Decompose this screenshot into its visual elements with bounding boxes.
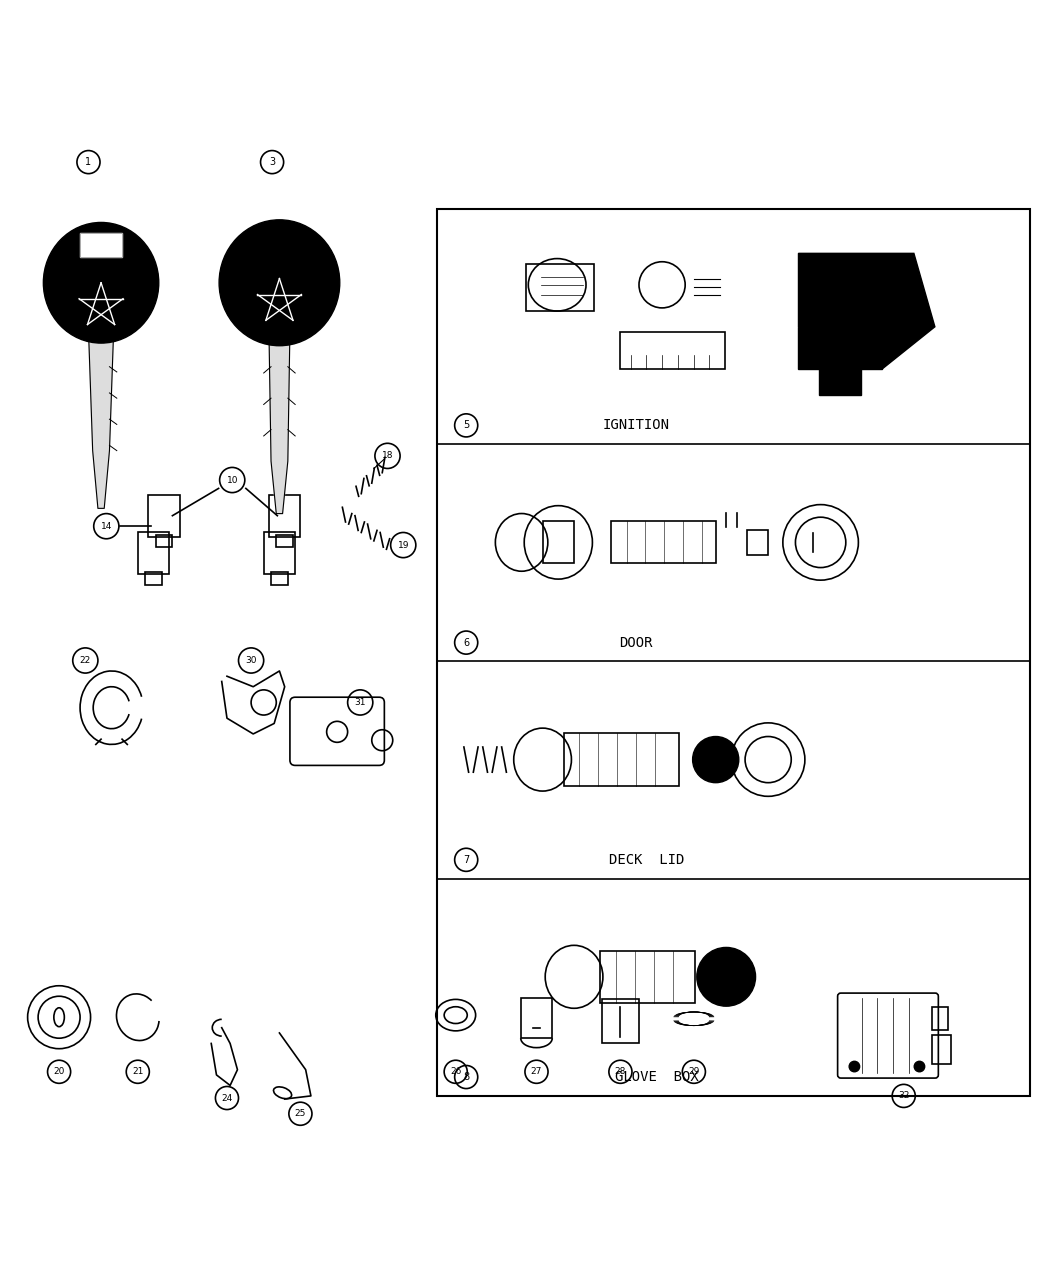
Bar	[611, 522, 715, 563]
Bar	[526, 263, 594, 311]
Bar	[437, 210, 1030, 1096]
Text: 32: 32	[898, 1091, 909, 1100]
Text: 7: 7	[463, 854, 469, 865]
Ellipse shape	[43, 223, 159, 343]
Text: 27: 27	[531, 1067, 542, 1077]
Bar	[620, 333, 725, 368]
Bar	[747, 530, 768, 555]
Bar	[148, 495, 180, 537]
Text: 8: 8	[463, 1072, 469, 1082]
Bar	[80, 234, 122, 257]
Text: 22: 22	[80, 656, 90, 665]
Text: 20: 20	[54, 1067, 65, 1077]
Bar	[145, 572, 162, 585]
Text: GLOVE  BOX: GLOVE BOX	[615, 1071, 699, 1085]
Text: 3: 3	[269, 157, 276, 168]
Bar	[932, 1007, 948, 1030]
Ellipse shape	[219, 220, 340, 345]
Bar	[564, 733, 679, 785]
Bar	[543, 522, 574, 563]
Circle shape	[849, 1062, 859, 1072]
Bar	[156, 535, 173, 547]
Polygon shape	[798, 253, 935, 368]
Circle shape	[696, 948, 755, 1007]
Text: 24: 24	[221, 1094, 232, 1102]
Bar	[601, 950, 694, 1003]
Text: IGNITION: IGNITION	[603, 418, 670, 432]
Text: 28: 28	[614, 1067, 626, 1077]
Text: 14: 14	[101, 522, 112, 531]
Text: 25: 25	[295, 1109, 306, 1118]
Text: DECK  LID: DECK LID	[609, 853, 685, 867]
Text: 10: 10	[226, 476, 238, 485]
Text: 19: 19	[398, 541, 409, 550]
Polygon shape	[88, 330, 114, 508]
Text: 6: 6	[463, 638, 469, 647]
Text: DOOR: DOOR	[620, 636, 653, 650]
Text: 30: 30	[245, 656, 257, 665]
Bar	[277, 535, 294, 547]
Bar	[264, 532, 296, 574]
Text: 1: 1	[85, 157, 92, 168]
Text: 31: 31	[355, 698, 366, 707]
Text: 26: 26	[450, 1067, 462, 1077]
Bar	[602, 999, 640, 1044]
Bar	[138, 532, 169, 574]
Text: 21: 21	[133, 1067, 143, 1077]
Bar	[271, 572, 288, 585]
Text: 29: 29	[688, 1067, 700, 1077]
Text: 18: 18	[382, 451, 393, 460]
Text: 5: 5	[463, 421, 469, 430]
Circle shape	[692, 737, 739, 783]
Polygon shape	[269, 330, 290, 514]
Bar	[269, 495, 301, 537]
Bar	[80, 234, 122, 257]
Bar	[798, 327, 883, 368]
Ellipse shape	[54, 1008, 64, 1027]
Bar	[521, 999, 552, 1039]
Circle shape	[914, 1062, 925, 1072]
Bar	[932, 1035, 951, 1064]
Bar	[820, 363, 862, 395]
